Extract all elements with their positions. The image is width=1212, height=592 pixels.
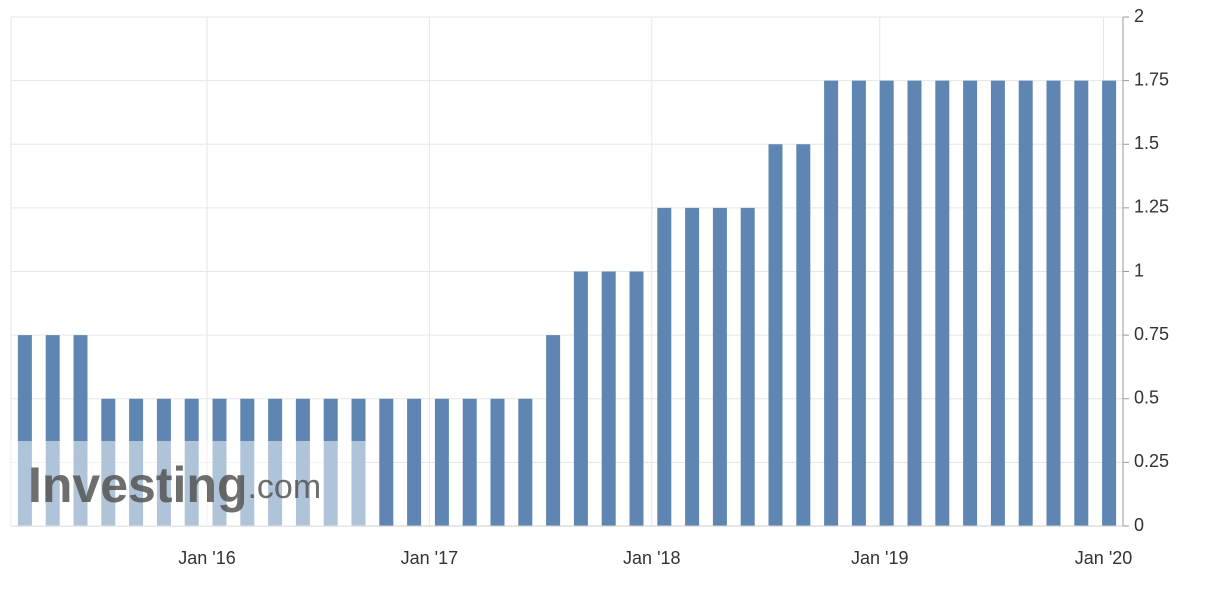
- bar: [740, 207, 755, 526]
- bar: [601, 271, 616, 526]
- watermark-suffix: .com: [247, 468, 321, 506]
- x-tick-label: Jan '18: [623, 548, 680, 568]
- y-tick-label: 1.5: [1134, 133, 1159, 153]
- bar: [1046, 80, 1061, 526]
- y-tick-label: 0.5: [1134, 388, 1159, 408]
- bar: [990, 80, 1005, 526]
- y-tick-label: 0.25: [1134, 451, 1169, 471]
- bar: [407, 398, 422, 526]
- bar: [907, 80, 922, 526]
- x-tick-label: Jan '16: [178, 548, 235, 568]
- watermark: Investing.com: [28, 457, 321, 513]
- bar: [1074, 80, 1089, 526]
- bar: [685, 207, 700, 526]
- bar: [796, 144, 811, 526]
- y-tick-label: 0: [1134, 515, 1144, 535]
- y-tick-label: 1.25: [1134, 197, 1169, 217]
- bar: [546, 335, 561, 526]
- bar: [712, 207, 727, 526]
- bar: [935, 80, 950, 526]
- x-tick-label: Jan '17: [401, 548, 458, 568]
- y-tick-label: 0.75: [1134, 324, 1169, 344]
- bar: [657, 207, 672, 526]
- bar: [1018, 80, 1033, 526]
- bar: [573, 271, 588, 526]
- x-tick-label: Jan '19: [851, 548, 908, 568]
- bar: [379, 398, 394, 526]
- watermark-veil: [11, 441, 366, 526]
- bar: [768, 144, 783, 526]
- bar: [462, 398, 477, 526]
- bar: [824, 80, 839, 526]
- bar: [963, 80, 978, 526]
- x-tick-label: Jan '20: [1075, 548, 1132, 568]
- bar: [434, 398, 449, 526]
- y-tick-label: 2: [1134, 6, 1144, 26]
- y-tick-label: 1: [1134, 260, 1144, 280]
- y-tick-label: 1.75: [1134, 69, 1169, 89]
- bar: [490, 398, 505, 526]
- bar: [879, 80, 894, 526]
- bar: [1102, 80, 1117, 526]
- bar: [851, 80, 866, 526]
- bar: [518, 398, 533, 526]
- bar: [629, 271, 644, 526]
- watermark-brand: Investing: [28, 457, 247, 513]
